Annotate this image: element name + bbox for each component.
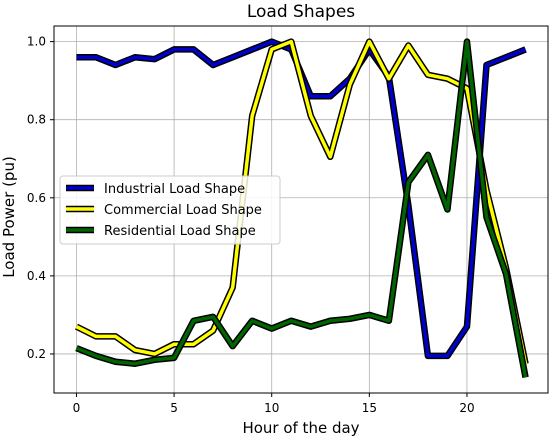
y-tick-label: 0.8 [27, 113, 46, 127]
x-axis-label: Hour of the day [242, 419, 359, 437]
y-axis-label: Load Power (pu) [0, 156, 18, 278]
x-tick-label: 10 [264, 401, 279, 415]
series-layer [75, 38, 529, 378]
legend-label: Industrial Load Shape [104, 182, 245, 197]
series-2 [75, 38, 529, 365]
legend-item: Commercial Load Shape [66, 203, 262, 218]
legend-item: Residential Load Shape [66, 224, 256, 239]
plot-frame [53, 25, 549, 394]
legend: Industrial Load Shape Commercial Load Sha… [59, 175, 281, 245]
x-tick-label: 20 [459, 401, 474, 415]
legend-label: Residential Load Shape [104, 224, 256, 239]
series-3 [75, 38, 529, 378]
x-tick-label: 5 [170, 401, 178, 415]
x-tick-label: 0 [73, 401, 81, 415]
series-line [75, 39, 528, 365]
y-tick-label: 1.0 [27, 35, 46, 49]
chart-title: Load Shapes [247, 2, 355, 22]
y-tick-label: 0.2 [27, 347, 46, 361]
x-tick-label: 15 [362, 401, 377, 415]
y-tick-label: 0.6 [27, 191, 46, 205]
y-tick-label: 0.4 [27, 269, 46, 283]
legend-item: Industrial Load Shape [66, 182, 245, 197]
legend-box [59, 175, 281, 245]
ticks: 0 5 10 15 20 0.2 0.4 0.6 0.8 1.0 [27, 35, 475, 415]
legend-label: Commercial Load Shape [104, 203, 262, 218]
series-line [75, 39, 528, 378]
